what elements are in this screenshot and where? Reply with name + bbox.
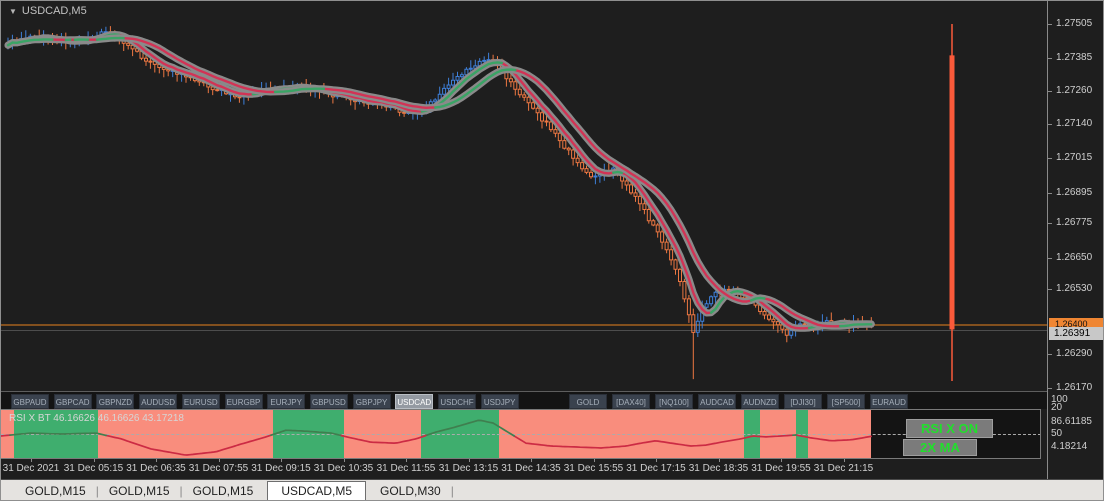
- symbol-tab-euraud[interactable]: EURAUD: [870, 394, 908, 409]
- symbol-tab-usdcad[interactable]: USDCAD: [395, 394, 434, 409]
- price-axis: 1.26400 1.26391 1.27505 1.27385 1.27260 1.2…: [1047, 1, 1103, 479]
- rsi-line-chart: [1, 419, 872, 456]
- price-tick-label: 1.26290: [1048, 348, 1092, 359]
- tab-separator: |: [95, 484, 99, 498]
- rsi-scale-label: 20: [1051, 402, 1063, 413]
- time-tick-label: 31 Dec 2021: [2, 463, 60, 474]
- rsi-x-on-button[interactable]: RSI X ON: [906, 419, 993, 438]
- time-tick-mark: [468, 459, 470, 462]
- time-axis: 31 Dec 2021 31 Dec 05:15 31 Dec 06:35 31 De…: [1, 459, 1047, 479]
- time-tick-mark: [781, 459, 782, 462]
- time-tick-label: 31 Dec 21:15: [813, 463, 874, 474]
- rsi-50-level-line: [1, 434, 1040, 435]
- price-chart-canvas[interactable]: ▼ USDCAD,M5: [1, 1, 1047, 391]
- time-tick-mark: [593, 459, 595, 462]
- time-tick-mark: [843, 459, 845, 462]
- rsi-indicator-panel: RSI X BT 46.16626 46.16626 43.17218 RSI …: [1, 409, 1041, 459]
- candlestick-chart: [1, 24, 1047, 381]
- symbol-tab-bar: GBPAUD GBPCAD GBPNZD AUDUSD EURUSD EURGBP EURJ…: [1, 391, 1047, 409]
- rsi-scale-label: 4.18214: [1051, 441, 1088, 452]
- ma-line-up-fast: [6, 33, 869, 330]
- symbol-tab-gbpnzd[interactable]: GBPNZD: [96, 394, 135, 409]
- symbol-tab-gbpjpy[interactable]: GBPJPY: [352, 394, 391, 409]
- rsi-indicator-label: RSI X BT 46.16626 46.16626 43.17218: [9, 413, 184, 424]
- symbol-tab-gbpaud[interactable]: GBPAUD: [11, 394, 49, 409]
- time-tick-mark: [31, 459, 32, 462]
- time-tick-mark: [406, 459, 407, 462]
- time-tick-mark: [718, 459, 720, 462]
- time-tick-mark: [93, 459, 95, 462]
- price-tick-label: 1.27505: [1048, 18, 1092, 29]
- symbol-tab-audusd[interactable]: AUDUSD: [139, 394, 178, 409]
- ask-price-box: 1.26400: [1049, 318, 1103, 328]
- price-tick-label: 1.27385: [1048, 52, 1092, 63]
- symbol-tab-audcad[interactable]: AUDCAD: [698, 394, 736, 409]
- symbol-tab-dax40[interactable]: [DAX40]: [612, 394, 650, 409]
- symbol-tab-sp500[interactable]: [SP500]: [827, 394, 865, 409]
- symbol-tab-usdchf[interactable]: USDCHF: [438, 394, 476, 409]
- time-tick-label: 31 Dec 13:15: [438, 463, 499, 474]
- ma-band-fast: [4, 31, 875, 332]
- symbol-tab-nq100[interactable]: [NQ100]: [655, 394, 693, 409]
- time-tick-label: 31 Dec 18:35: [688, 463, 749, 474]
- price-tick-label: 1.26170: [1048, 382, 1092, 393]
- price-tick-label: 1.27260: [1048, 85, 1092, 96]
- chart-symbol-label: USDCAD,M5: [21, 5, 87, 17]
- ma-line-up-slow: [6, 36, 873, 328]
- ma-band-slow: [4, 34, 875, 330]
- symbol-tab-eurjpy[interactable]: EURJPY: [267, 394, 306, 409]
- window-tab-gold-m15[interactable]: GOLD,M15: [192, 484, 254, 498]
- rsi-scale-label: 100: [1051, 394, 1068, 405]
- tab-separator: |: [450, 484, 454, 498]
- time-tick-label: 31 Dec 05:15: [63, 463, 124, 474]
- symbol-tab-eurusd[interactable]: EURUSD: [181, 394, 220, 409]
- price-tick-label: 1.27015: [1048, 152, 1092, 163]
- chart-title[interactable]: ▼ USDCAD,M5: [9, 5, 87, 17]
- window-tab-gold-m15[interactable]: GOLD,M15: [25, 484, 86, 498]
- time-tick-label: 31 Dec 19:55: [751, 463, 811, 474]
- ma-line-down-slow: [51, 37, 842, 328]
- symbol-tab-eurgbp[interactable]: EURGBP: [224, 394, 263, 409]
- time-tick-label: 31 Dec 07:55: [188, 463, 249, 474]
- price-tick-label: 1.27140: [1048, 118, 1092, 129]
- time-tick-label: 31 Dec 11:55: [376, 463, 436, 474]
- price-tick-label: 1.26775: [1048, 217, 1092, 228]
- candles-down: [14, 26, 874, 380]
- price-tick-label: 1.26650: [1048, 252, 1092, 263]
- rsi-line-below-50: [1, 434, 872, 456]
- bid-price-box: 1.26391: [1049, 327, 1103, 340]
- time-tick-mark: [218, 459, 220, 462]
- time-tick-mark: [281, 459, 282, 462]
- time-tick-mark: [343, 459, 345, 462]
- time-tick-label: 31 Dec 17:15: [626, 463, 686, 474]
- chart-window-tabs: GOLD,M15 | GOLD,M15 | GOLD,M15 USDCAD,M5 GOLD,…: [1, 479, 1103, 500]
- window-tab-usdcad-m5-active[interactable]: USDCAD,M5: [267, 481, 366, 500]
- time-tick-mark: [531, 459, 532, 462]
- rsi-line-above-50: [9, 419, 797, 437]
- price-tick-label: 1.26530: [1048, 283, 1092, 294]
- symbol-tab-gbpusd[interactable]: GBPUSD: [309, 394, 348, 409]
- symbol-tab-usdjpy[interactable]: USDJPY: [480, 394, 519, 409]
- time-tick-label: 31 Dec 10:35: [313, 463, 374, 474]
- time-tick-label: 31 Dec 06:35: [126, 463, 186, 474]
- window-tab-gold-m15[interactable]: GOLD,M15: [108, 484, 170, 498]
- spike-bar-body: [949, 55, 955, 330]
- symbol-tab-gold[interactable]: GOLD: [569, 394, 607, 409]
- 2x-ma-button[interactable]: 2X MA: [903, 439, 977, 456]
- time-tick-mark: [156, 459, 157, 462]
- chevron-down-icon: ▼: [9, 7, 17, 16]
- price-tick-label: 1.26895: [1048, 187, 1092, 198]
- symbol-tab-dji30[interactable]: [DJI30]: [784, 394, 822, 409]
- time-tick-label: 31 Dec 14:35: [501, 463, 561, 474]
- time-tick-label: 31 Dec 09:15: [251, 463, 311, 474]
- time-tick-label: 31 Dec 15:55: [563, 463, 624, 474]
- symbol-tab-gbpcad[interactable]: GBPCAD: [53, 394, 92, 409]
- rsi-scale-label: 50: [1051, 428, 1063, 439]
- symbol-tab-audnzd[interactable]: AUDNZD: [741, 394, 779, 409]
- window-tab-gold-m30[interactable]: GOLD,M30: [380, 484, 441, 498]
- rsi-scale-label: 86.61185: [1051, 416, 1092, 427]
- time-tick-mark: [656, 459, 657, 462]
- tab-separator: |: [179, 484, 183, 498]
